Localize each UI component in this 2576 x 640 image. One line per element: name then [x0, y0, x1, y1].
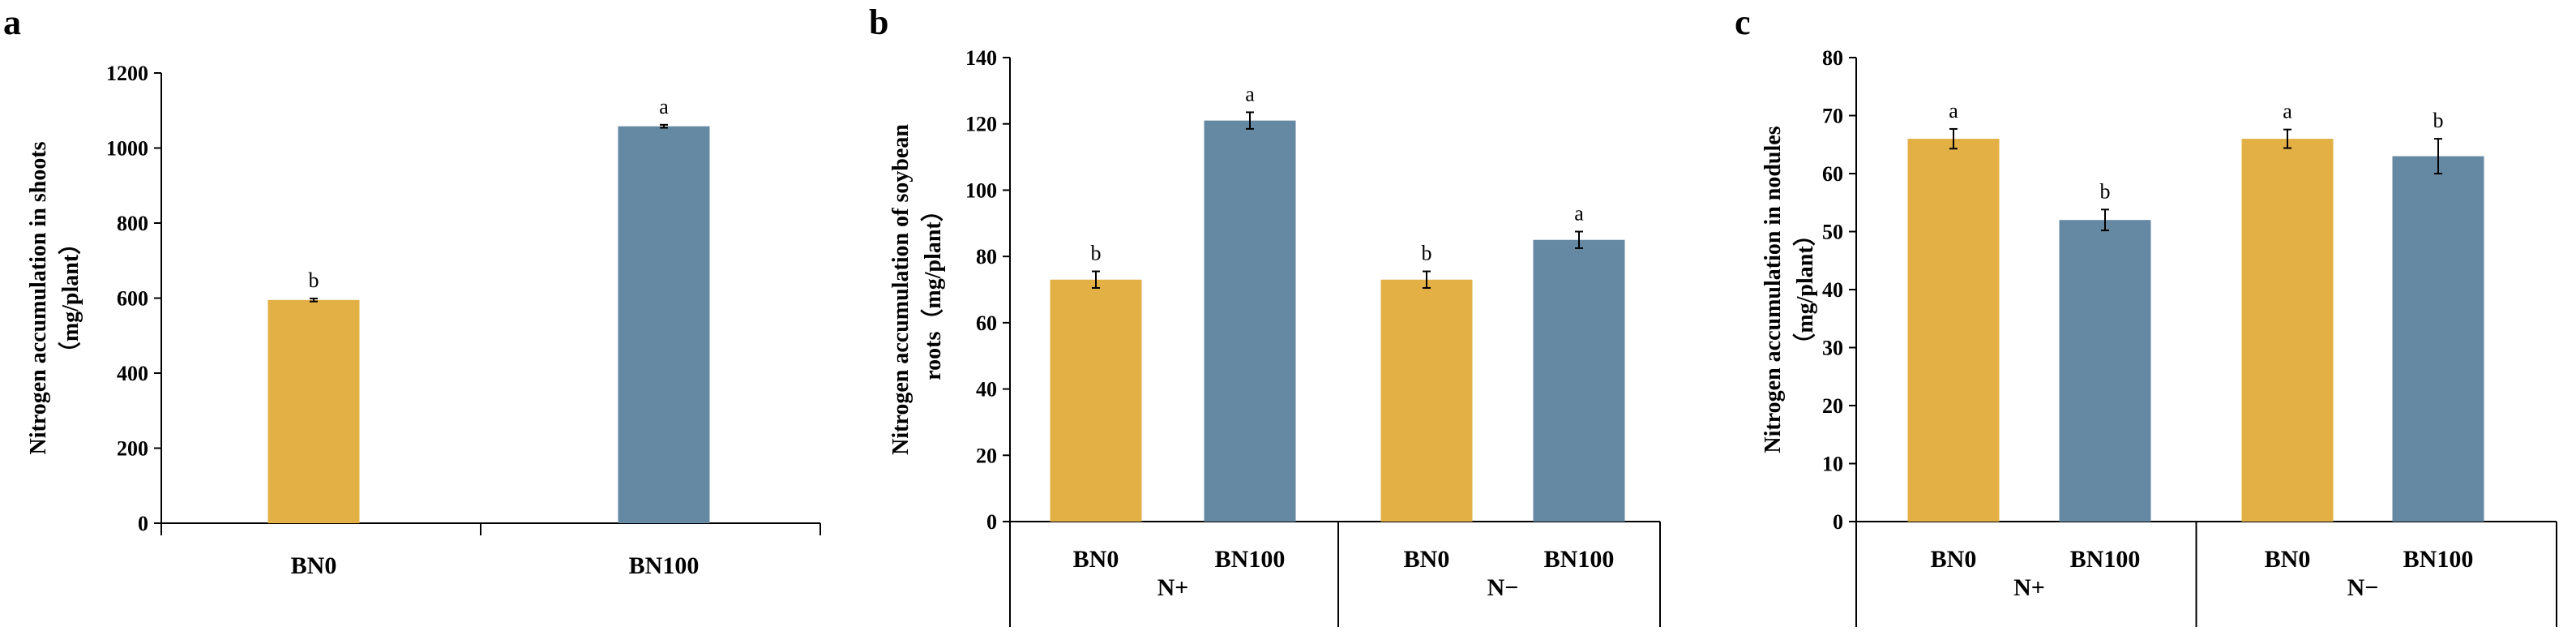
significance-letter: b	[1091, 242, 1102, 265]
y-tick-label: 60	[976, 311, 997, 335]
significance-letter: a	[2283, 100, 2292, 123]
x-category-label: BN100	[1544, 546, 1615, 573]
x-category-label: BN0	[291, 552, 337, 579]
y-axis-title-line: （mg/plant）	[57, 232, 83, 364]
x-category-label: BN0	[2265, 546, 2311, 573]
y-tick-label: 80	[1822, 46, 1843, 70]
bar	[618, 126, 710, 524]
x-category-label: BN100	[1215, 546, 1286, 573]
significance-letter: a	[659, 95, 669, 118]
chart-panel-c: c Nitrogen accumulation in nodules （mg/pla…	[1735, 2, 2557, 627]
y-tick-label: 1200	[106, 62, 148, 85]
y-tick-label: 20	[1822, 394, 1843, 418]
y-axis-title-line: Nitrogen accumulation in nodules	[1761, 126, 1786, 453]
chart-panel-b: b Nitrogen accumulation of soybean roots（m…	[869, 2, 1661, 627]
panel-letter: c	[1735, 2, 1751, 42]
significance-letter: a	[1574, 202, 1584, 226]
significance-letter: b	[2100, 179, 2111, 203]
group-label: N+	[1157, 574, 1189, 601]
significance-letter: b	[309, 268, 319, 292]
y-axis-title: Nitrogen accumulation in nodules （mg/plan…	[1761, 126, 1818, 453]
y-tick-label: 0	[986, 510, 997, 534]
y-tick-label: 200	[117, 437, 148, 461]
y-tick-label: 0	[138, 512, 148, 535]
y-axis-title-line: Nitrogen accumulation in shoots	[26, 141, 51, 454]
panel-letter: b	[869, 2, 888, 42]
y-tick-label: 0	[1833, 510, 1843, 534]
bar	[2059, 220, 2151, 522]
y-tick-label: 40	[1822, 278, 1843, 302]
y-tick-label: 120	[965, 113, 997, 136]
y-tick-label: 70	[1822, 105, 1843, 128]
x-category-label: BN100	[2070, 546, 2141, 573]
y-tick-label: 30	[1822, 337, 1843, 360]
y-tick-label: 400	[117, 362, 148, 385]
y-axis-title: Nitrogen accumulation of soybean roots（mg…	[888, 124, 946, 455]
y-axis-title-line: roots（mg/plant）	[919, 199, 946, 380]
significance-letter: a	[1949, 99, 1958, 122]
y-tick-label: 20	[976, 444, 997, 467]
bar	[1533, 239, 1625, 522]
bar	[267, 299, 360, 523]
x-category-label: BN0	[1404, 546, 1450, 573]
y-tick-label: 10	[1822, 453, 1843, 476]
bar	[1380, 279, 1473, 522]
y-axis-title: Nitrogen accumulation in shoots （mg/plant…	[26, 141, 83, 454]
x-category-label: BN100	[2403, 546, 2474, 573]
y-tick-label: 60	[1822, 162, 1843, 186]
y-axis-title-line: Nitrogen accumulation of soybean	[888, 124, 914, 455]
x-category-label: BN0	[1931, 546, 1977, 573]
panel-letter: a	[3, 2, 21, 42]
y-tick-label: 600	[117, 287, 148, 311]
group-label: N−	[2347, 574, 2379, 601]
bar	[1204, 120, 1296, 522]
y-tick-label: 800	[117, 212, 148, 235]
y-tick-label: 80	[976, 245, 997, 268]
bar	[1907, 139, 2000, 522]
bar	[1050, 279, 1142, 522]
significance-letter: b	[1422, 242, 1432, 265]
bar	[2392, 156, 2484, 522]
group-label: N+	[2013, 574, 2045, 601]
significance-letter: a	[1245, 82, 1255, 105]
y-tick-label: 100	[965, 178, 997, 202]
bar	[2241, 139, 2334, 522]
y-axis-title-line: （mg/plant）	[1791, 223, 1818, 355]
significance-letter: b	[2433, 109, 2444, 132]
y-tick-label: 50	[1822, 221, 1843, 244]
y-tick-label: 140	[965, 46, 997, 70]
y-tick-label: 1000	[106, 137, 148, 161]
x-category-label: BN100	[629, 552, 700, 579]
group-label: N−	[1487, 574, 1519, 601]
x-category-label: BN0	[1073, 546, 1119, 573]
chart-panel-a: a Nitrogen accumulation in shoots （mg/plan…	[3, 2, 821, 579]
y-tick-label: 40	[976, 378, 997, 402]
